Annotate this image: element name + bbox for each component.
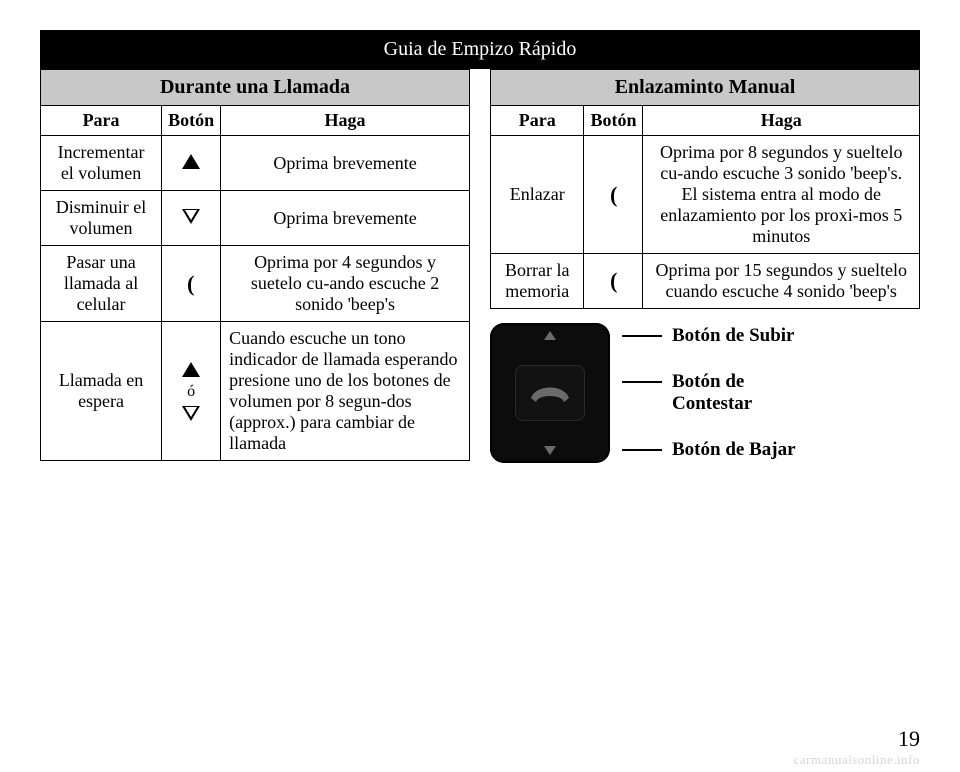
cell-haga: Oprima por 4 segundos y suetelo cu-ando …: [221, 246, 470, 322]
label-call: Botón de Contestar: [622, 371, 920, 415]
device-down-icon: [544, 446, 556, 455]
triangle-down-icon: [182, 209, 200, 224]
label-text: Botón de Subir: [672, 325, 794, 347]
phone-icon: ): [610, 268, 617, 294]
col-header-haga: Haga: [221, 106, 470, 136]
label-up: Botón de Subir: [622, 325, 920, 347]
page-number: 19: [898, 726, 920, 752]
cell-para: Pasar una llamada al celular: [41, 246, 162, 322]
cell-button: [162, 191, 221, 246]
manual-pairing-table: Enlazaminto Manual Para Botón Haga Enlaz…: [490, 69, 920, 309]
table-row: Llamada en espera ó Cuando escuche un to…: [41, 322, 470, 461]
or-text: ó: [187, 383, 195, 401]
phone-receiver-icon: [528, 378, 572, 408]
phone-icon: ): [187, 271, 194, 297]
content-columns: Durante una Llamada Para Botón Haga Incr…: [40, 69, 920, 463]
label-text: Contestar: [672, 393, 752, 415]
cell-haga: Oprima brevemente: [221, 191, 470, 246]
cell-haga: Oprima por 8 segundos y sueltelo cu-ando…: [643, 136, 920, 254]
cell-button: ó: [162, 322, 221, 461]
column-right: Enlazaminto Manual Para Botón Haga Enlaz…: [490, 69, 920, 463]
during-call-title: Durante una Llamada: [41, 70, 470, 106]
cell-haga: Oprima por 15 segundos y sueltelo cuando…: [643, 254, 920, 309]
device-image: [490, 323, 610, 463]
manual-pairing-title: Enlazaminto Manual: [491, 70, 920, 106]
cell-haga: Cuando escuche un tono indicador de llam…: [221, 322, 470, 461]
table-row: Enlazar ) Oprima por 8 segundos y suelte…: [491, 136, 920, 254]
table-row: Disminuir el volumen Oprima brevemente: [41, 191, 470, 246]
label-text: Botón de Bajar: [672, 439, 796, 461]
table-row: Incrementar el volumen Oprima brevemente: [41, 136, 470, 191]
device-call-button: [515, 365, 585, 421]
label-text: Botón de: [672, 371, 752, 393]
leader-line: [622, 449, 662, 451]
table-row: Borrar la memoria ) Oprima por 15 segund…: [491, 254, 920, 309]
leader-line: [622, 381, 662, 383]
cell-para: Enlazar: [491, 136, 584, 254]
table-row: Pasar una llamada al celular ) Oprima po…: [41, 246, 470, 322]
col-header-boton: Botón: [584, 106, 643, 136]
label-down: Botón de Bajar: [622, 439, 920, 461]
cell-button: ): [584, 254, 643, 309]
cell-button: [162, 136, 221, 191]
page-title: Guia de Empizo Rápido: [40, 30, 920, 69]
during-call-table: Durante una Llamada Para Botón Haga Incr…: [40, 69, 470, 461]
cell-para: Incrementar el volumen: [41, 136, 162, 191]
triangle-up-icon: [182, 362, 200, 377]
column-left: Durante una Llamada Para Botón Haga Incr…: [40, 69, 470, 463]
device-up-icon: [544, 331, 556, 340]
cell-haga: Oprima brevemente: [221, 136, 470, 191]
col-header-para: Para: [491, 106, 584, 136]
device-diagram: Botón de Subir Botón de Contestar Botón …: [490, 323, 920, 463]
col-header-boton: Botón: [162, 106, 221, 136]
cell-para: Llamada en espera: [41, 322, 162, 461]
col-header-para: Para: [41, 106, 162, 136]
watermark: carmanualsonline.info: [794, 752, 920, 768]
cell-button: ): [584, 136, 643, 254]
triangle-down-icon: [182, 406, 200, 421]
col-header-haga: Haga: [643, 106, 920, 136]
cell-para: Disminuir el volumen: [41, 191, 162, 246]
cell-button: ): [162, 246, 221, 322]
triangle-up-icon: [182, 154, 200, 169]
cell-para: Borrar la memoria: [491, 254, 584, 309]
phone-icon: ): [610, 182, 617, 208]
leader-line: [622, 335, 662, 337]
diagram-labels: Botón de Subir Botón de Contestar Botón …: [622, 323, 920, 463]
